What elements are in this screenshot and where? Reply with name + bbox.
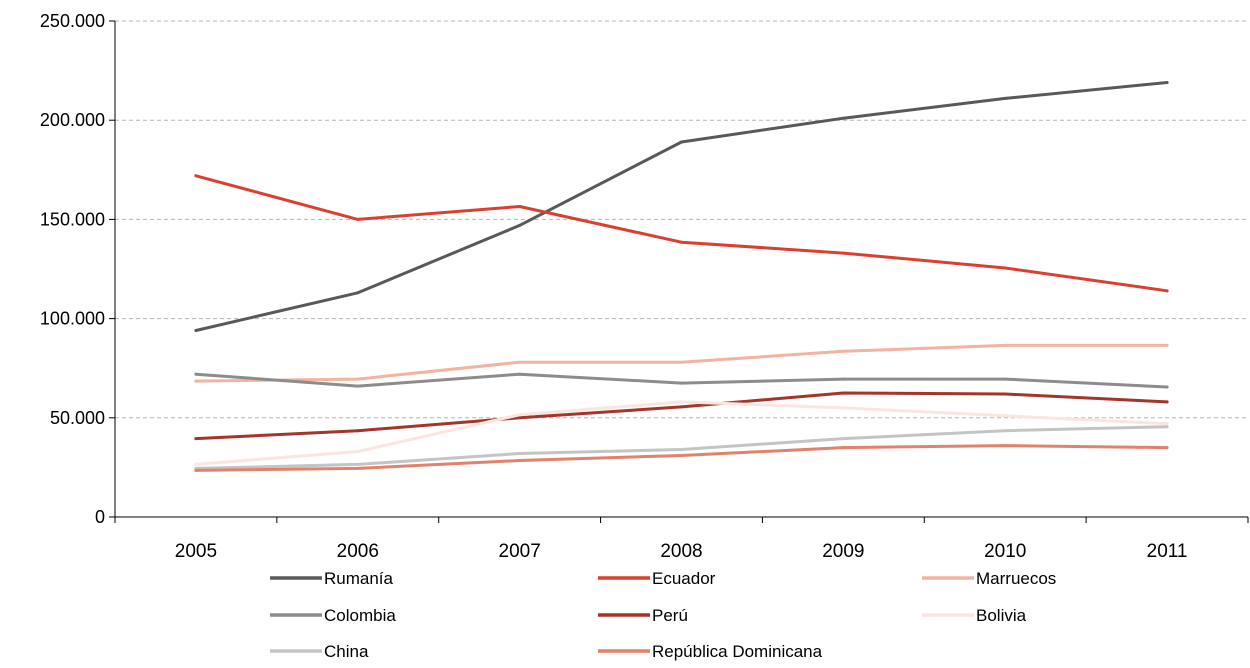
data-point xyxy=(1165,446,1169,450)
x-tick-label: 2010 xyxy=(984,541,1026,562)
x-tick-label: 2011 xyxy=(1147,541,1188,562)
x-tick-label: 2005 xyxy=(175,541,217,562)
data-point xyxy=(1165,400,1169,404)
data-point xyxy=(194,462,198,466)
data-point xyxy=(1165,81,1169,85)
data-point xyxy=(1165,422,1169,426)
y-tick-label: 100.000 xyxy=(40,309,105,329)
data-point xyxy=(194,174,198,178)
legend-label: China xyxy=(324,642,369,661)
data-point xyxy=(356,217,360,221)
data-point xyxy=(680,140,683,144)
data-point xyxy=(1003,96,1007,100)
data-point xyxy=(356,291,360,295)
legend-label: Rumanía xyxy=(324,569,394,588)
data-point xyxy=(1003,392,1007,396)
x-tick-label: 2007 xyxy=(499,541,541,562)
legend-label: Marruecos xyxy=(976,569,1056,588)
data-point xyxy=(1003,266,1007,270)
data-point xyxy=(518,360,522,364)
data-point xyxy=(194,468,198,472)
data-point xyxy=(356,384,360,388)
data-point xyxy=(841,349,845,353)
data-point xyxy=(1165,385,1169,389)
data-point xyxy=(1003,343,1007,347)
y-tick-label: 150.000 xyxy=(40,209,105,229)
data-point xyxy=(680,448,683,452)
data-point xyxy=(841,406,845,410)
data-point xyxy=(194,437,198,441)
legend: Rumanía Ecuador Marruecos Colombia Perú Boliv… xyxy=(270,569,1056,661)
series-lines xyxy=(194,81,1169,472)
legend-label: Colombia xyxy=(324,606,396,625)
data-point xyxy=(680,453,683,457)
data-point xyxy=(356,450,360,454)
data-point xyxy=(1003,444,1007,448)
data-point xyxy=(518,413,522,417)
data-point xyxy=(680,405,683,409)
data-point xyxy=(1165,289,1169,293)
y-tick-label: 250.000 xyxy=(40,11,105,31)
data-point xyxy=(841,391,845,395)
data-point xyxy=(841,437,845,441)
data-point xyxy=(1003,414,1007,418)
data-point xyxy=(356,377,360,381)
data-point xyxy=(680,400,683,404)
data-point xyxy=(1165,425,1169,429)
data-point xyxy=(841,251,845,255)
data-point xyxy=(194,329,198,333)
data-point xyxy=(841,377,845,381)
data-point xyxy=(1165,343,1169,347)
data-point xyxy=(518,372,522,376)
data-point xyxy=(356,429,360,433)
legend-label: Bolivia xyxy=(976,606,1027,625)
data-point xyxy=(194,372,198,376)
y-tick-label: 50.000 xyxy=(50,408,105,428)
x-tick-label: 2008 xyxy=(660,541,702,562)
axes: 0 50.000 100.000 150.000 200.000 250.000 2005 2… xyxy=(40,11,1249,562)
series-line xyxy=(194,174,1169,293)
data-point xyxy=(680,381,683,385)
data-point xyxy=(356,462,360,466)
data-point xyxy=(680,240,683,244)
data-point xyxy=(1003,377,1007,381)
y-tick-label: 200.000 xyxy=(40,110,105,130)
legend-label: Perú xyxy=(652,606,688,625)
gridlines xyxy=(115,20,1248,419)
legend-label: República Dominicana xyxy=(652,642,823,661)
x-tick-label: 2009 xyxy=(822,541,864,562)
data-point xyxy=(1003,429,1007,433)
data-point xyxy=(841,446,845,450)
data-point xyxy=(518,223,522,227)
y-tick-label: 0 xyxy=(95,507,105,527)
legend-label: Ecuador xyxy=(652,569,716,588)
data-point xyxy=(518,458,522,462)
data-point xyxy=(518,205,522,209)
data-point xyxy=(518,452,522,456)
data-point xyxy=(680,360,683,364)
x-tick-label: 2006 xyxy=(337,541,379,562)
data-point xyxy=(518,416,522,420)
data-point xyxy=(356,466,360,470)
data-point xyxy=(841,116,845,120)
data-point xyxy=(194,379,198,383)
